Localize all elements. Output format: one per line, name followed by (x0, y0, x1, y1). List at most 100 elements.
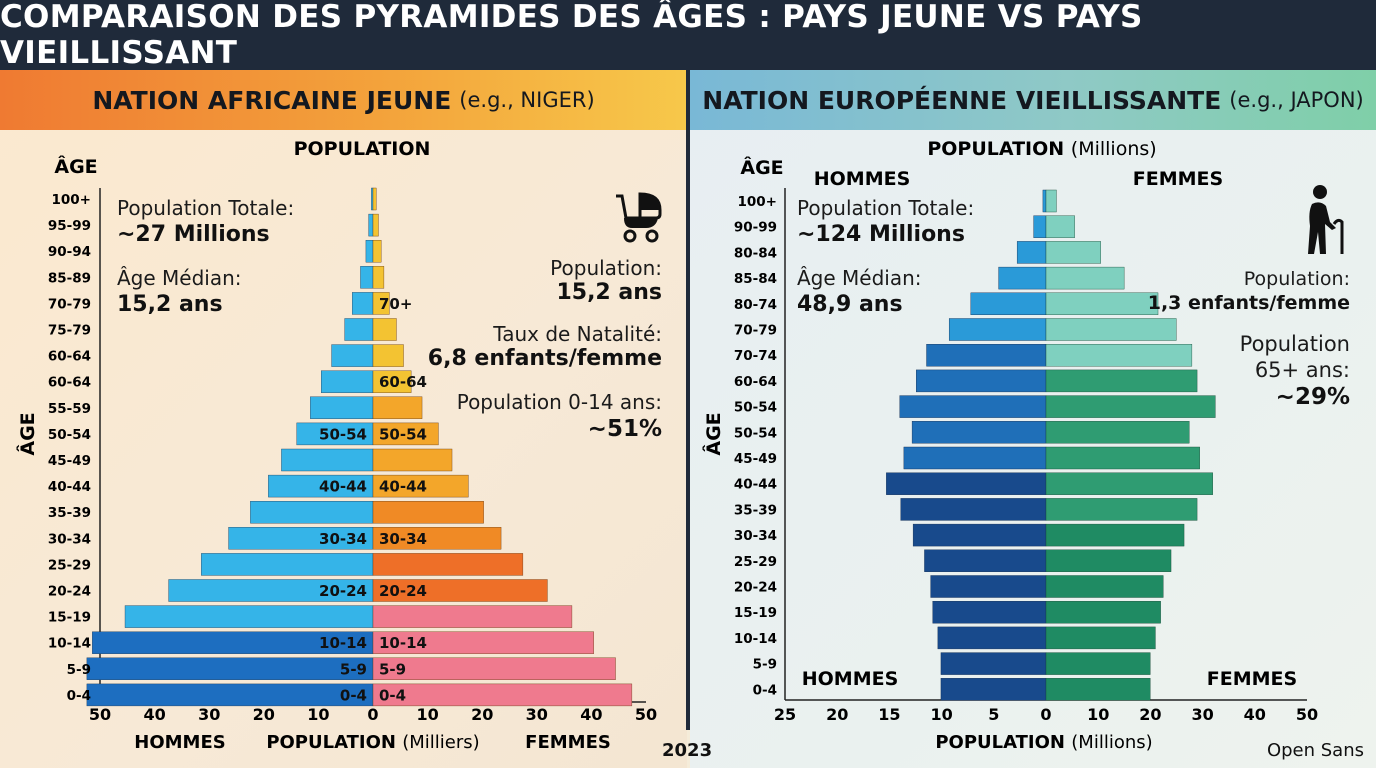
right-bar-female-0 (1045, 189, 1057, 213)
left-bar-male-4 (352, 292, 374, 315)
right-bar-male-5 (948, 318, 1047, 341)
left-bar-female-14 (372, 553, 524, 576)
left-bar-female-0 (372, 187, 377, 211)
right-x-tick-2: 15 (878, 705, 900, 724)
left-median-label: Âge Médian: (117, 266, 242, 290)
left-bar-male-6 (331, 344, 374, 367)
left-median-value: 15,2 ans (117, 292, 223, 317)
left-bar-male-7 (321, 370, 374, 393)
right-bar-female-16 (1045, 601, 1161, 624)
right-bar-male-7 (916, 369, 1047, 393)
right-age-tick-0: 100+ (738, 194, 778, 210)
left-bar-female-16 (372, 605, 573, 628)
left-bar-male-0 (371, 187, 374, 211)
right-top-femmes: FEMMES (1133, 168, 1223, 190)
right-bar-male-10 (903, 446, 1047, 470)
right-age-tick-16: 15-19 (734, 605, 777, 621)
left-age-ylabel: ÂGE (16, 412, 39, 455)
left-x-tick-10: 50 (635, 705, 657, 724)
left-bar-label-9: 20-24 (379, 582, 427, 600)
left-birth-value: 6,8 enfants/femme (427, 346, 662, 371)
right-bar-female-1 (1045, 215, 1075, 238)
left-chart-title: POPULATION (294, 138, 431, 160)
right-pyramid-chart: POPULATION (Millions) HOMMES FEMMES ÂGE ÂGE 1… (702, 138, 1318, 753)
right-bar-female-14 (1045, 549, 1172, 572)
right-bar-female-13 (1045, 523, 1185, 547)
left-age-tick-16: 15-19 (48, 610, 91, 626)
right-bar-female-18 (1045, 652, 1151, 675)
left-bar-female-19 (372, 683, 633, 707)
right-median-label: Âge Médian: (797, 266, 922, 290)
right-total-value: ~124 Millions (797, 222, 965, 247)
left-bar-label-6: 30-34 (319, 530, 367, 548)
left-bottom-hommes: HOMMES (134, 732, 225, 753)
font-credit: Open Sans (1266, 740, 1364, 761)
left-bar-label-11: 10-14 (379, 634, 427, 652)
left-x-tick-4: 10 (307, 705, 329, 724)
right-age-tick-1: 90-99 (734, 220, 777, 236)
left-x-axis-label: POPULATION (Milliers) (266, 732, 479, 753)
left-age-tick-1: 95-99 (48, 218, 91, 234)
left-bar-label-4: 40-44 (319, 478, 367, 496)
left-panel-subtitle: (e.g., NIGER) (459, 88, 595, 112)
left-age-tick-3: 85-89 (48, 270, 91, 286)
right-old-value: ~29% (1275, 384, 1350, 410)
left-age-title: ÂGE (54, 155, 97, 178)
right-bar-male-2 (1016, 241, 1047, 264)
left-x-tick-1: 40 (143, 705, 165, 724)
left-x-tick-8: 30 (526, 705, 548, 724)
right-bottom-hommes: HOMMES (802, 668, 899, 690)
right-age-tick-10: 45-49 (734, 451, 777, 467)
right-total-label: Population Totale: (797, 196, 975, 220)
panel-divider (686, 70, 690, 730)
right-bar-male-12 (900, 498, 1047, 521)
left-age-tick-6: 60-64 (48, 349, 91, 365)
left-bar-female-4 (372, 292, 390, 315)
left-x-tick-0: 50 (89, 705, 111, 724)
left-x-tick-5: 0 (367, 705, 378, 724)
left-bar-male-19 (86, 683, 374, 707)
right-age-tick-2: 80-84 (734, 245, 777, 261)
left-bar-female-15 (372, 579, 548, 602)
left-pop-label: Population: (550, 256, 662, 280)
left-bar-male-12 (250, 501, 374, 524)
left-bar-male-5 (344, 318, 374, 341)
left-age-tick-14: 25-29 (48, 557, 91, 573)
right-bar-male-6 (926, 344, 1047, 367)
left-birth-label: Taux de Natalité: (493, 322, 662, 346)
left-age-tick-13: 30-34 (48, 531, 91, 547)
right-panel-title: NATION EUROPÉENNE VIEILLISSANTE (702, 85, 1222, 115)
left-age-tick-7: 60-64 (48, 375, 91, 391)
left-panel: NATION AFRICAINE JEUNE (e.g., NIGER) POP… (0, 70, 687, 768)
left-bar-female-12 (372, 501, 484, 524)
right-x-tick-7: 20 (1139, 705, 1161, 724)
right-bottom-femmes: FEMMES (1207, 668, 1297, 690)
year-label: 2023 (662, 740, 713, 761)
right-top-hommes: HOMMES (814, 168, 911, 190)
right-panel: NATION EUROPÉENNE VIEILLISSANTE (e.g., J… (690, 70, 1376, 768)
left-bar-female-9 (372, 422, 439, 446)
left-bar-female-3 (372, 266, 385, 289)
right-bar-female-19 (1045, 678, 1151, 701)
right-bar-male-17 (937, 626, 1047, 650)
left-bar-female-5 (372, 318, 397, 341)
right-age-tick-12: 35-39 (734, 502, 777, 518)
left-bar-female-8 (372, 396, 423, 419)
left-bar-label-14: 0-4 (340, 686, 367, 704)
right-bar-female-2 (1045, 241, 1101, 264)
right-bar-male-4 (970, 292, 1047, 316)
right-age-tick-6: 70-74 (734, 348, 777, 364)
right-bar-male-9 (911, 421, 1047, 444)
left-age-tick-15: 20-24 (48, 584, 91, 600)
left-bar-label-15: 0-4 (379, 686, 406, 704)
left-bar-label-3: 50-54 (379, 425, 427, 443)
right-bar-female-4 (1045, 292, 1159, 316)
left-banner: NATION AFRICAINE JEUNE (e.g., NIGER) (0, 70, 687, 130)
right-x-tick-8: 30 (1191, 705, 1213, 724)
left-bar-male-10 (281, 448, 374, 472)
right-age-tick-4: 80-74 (734, 297, 777, 313)
left-total-label: Population Totale: (117, 196, 295, 220)
left-age-tick-17: 10-14 (48, 636, 91, 652)
left-bar-male-14 (201, 553, 374, 576)
left-bar-label-0: 70+ (379, 295, 412, 313)
